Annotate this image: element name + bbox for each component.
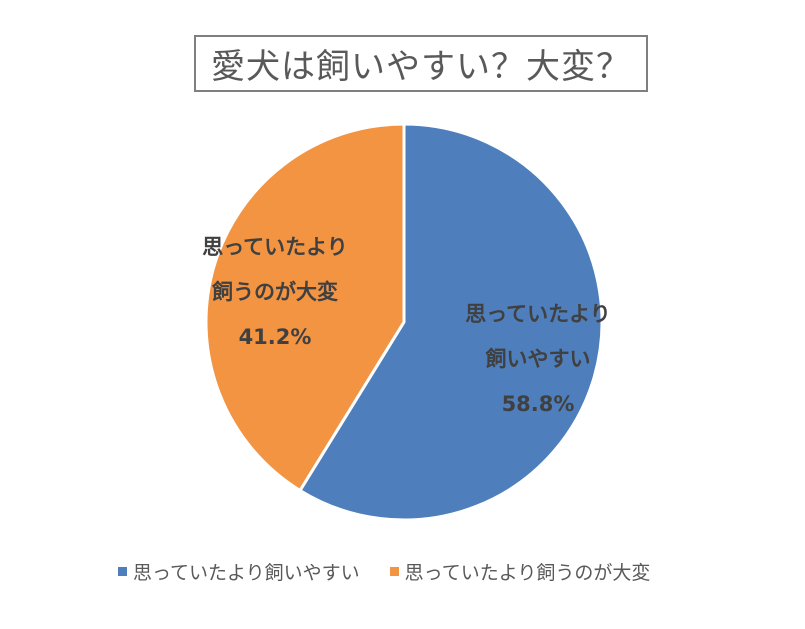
chart-title-box: 愛犬は飼いやすい？大変？	[194, 35, 648, 92]
data-label-line: 飼うのが大変	[212, 280, 338, 304]
data-label-line: 飼いやすい	[485, 347, 591, 371]
data-label-line: 思っていたより	[465, 302, 611, 326]
legend-swatch-icon	[118, 567, 127, 576]
data-label-percent: 41.2%	[238, 325, 312, 349]
pie-slice-hard[interactable]	[204, 122, 406, 493]
legend-swatch-icon	[389, 567, 399, 576]
chart-title: 愛犬は飼いやすい？大変？	[211, 47, 631, 87]
data-label-percent: 58.8%	[501, 392, 575, 416]
legend-label: 思っていたより飼うのが大変	[404, 562, 651, 584]
legend: 思っていたより飼いやすい 思っていたより飼うのが大変	[118, 558, 680, 585]
data-label-easy: 思っていたより 飼いやすい 58.8%	[448, 292, 628, 427]
legend-label: 思っていたより飼いやすい	[133, 562, 360, 584]
pie-slice-easy[interactable]	[297, 122, 604, 522]
data-label-hard: 思っていたより 飼うのが大変 41.2%	[180, 225, 370, 360]
data-label-line: 思っていたより	[202, 235, 348, 259]
legend-item-hard[interactable]: 思っていたより飼うのが大変	[389, 558, 651, 585]
legend-item-easy[interactable]: 思っていたより飼いやすい	[118, 558, 360, 585]
